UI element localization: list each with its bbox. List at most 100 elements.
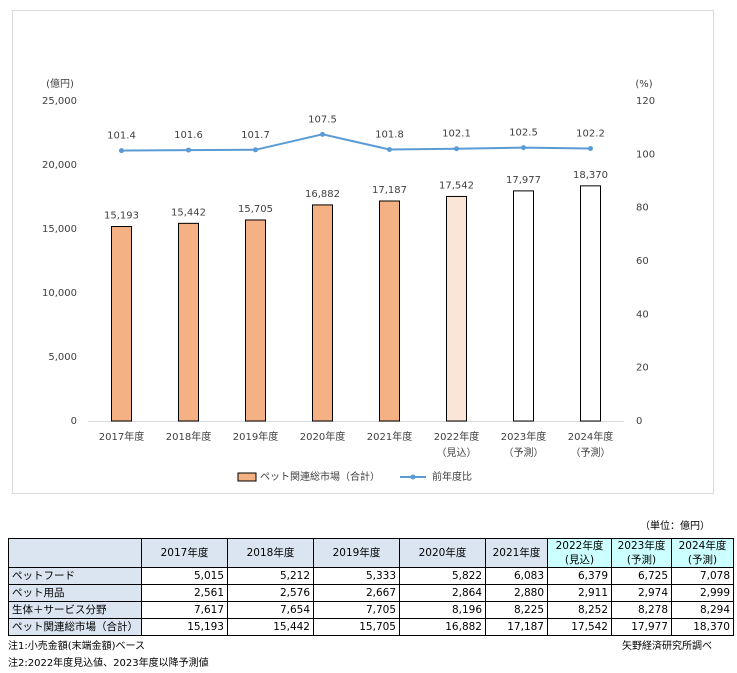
header-row: 2017年度 2018年度 2019年度 2020年度 2021年度 2022年度 (見込)… [8, 538, 734, 568]
value-cell: 2,880 [485, 584, 548, 602]
value-cell: 7,617 [141, 601, 228, 619]
y2-axis-title: (%) [635, 79, 652, 90]
value-cell: 17,542 [547, 618, 612, 636]
y2-tick-label: 40 [636, 309, 649, 320]
y-tick-label: 25,000 [42, 96, 77, 107]
header-cell: 2017年度 [141, 538, 228, 568]
legend-label: 前年度比 [432, 470, 472, 483]
table-row: 生体＋サービス分野 7,617 7,654 7,705 8,196 8,225 8,252 8… [8, 601, 734, 619]
x-tick-label: 2021年度 [367, 430, 412, 443]
value-cell: 2,911 [547, 584, 612, 602]
row-label: ペット関連総市場（合計） [8, 618, 142, 636]
data-label: 18,370 [573, 170, 608, 181]
header-cell: 2022年度 (見込) [547, 538, 612, 568]
data-label: 102.1 [442, 129, 471, 140]
row-label: 生体＋サービス分野 [8, 601, 142, 619]
header-text: (見込) [564, 554, 595, 566]
value-cell: 5,333 [313, 567, 400, 585]
header-text: 2023年度 [617, 540, 666, 552]
value-cell: 8,196 [399, 601, 486, 619]
value-cell: 2,864 [399, 584, 486, 602]
table-row: ペットフード 5,015 5,212 5,333 5,822 6,083 6,379 6,72… [8, 567, 734, 585]
data-label: 102.2 [576, 128, 605, 139]
value-cell: 6,725 [611, 567, 672, 585]
bar [245, 219, 266, 422]
value-cell: 16,882 [399, 618, 486, 636]
table-row: ペット用品 2,561 2,576 2,667 2,864 2,880 2,911 2,974… [8, 584, 734, 602]
value-cell: 5,822 [399, 567, 486, 585]
line-marker [253, 147, 258, 153]
value-cell: 15,442 [227, 618, 314, 636]
note: 注1:小売金額(末端金額)ベース [8, 641, 146, 652]
table-row: ペット関連総市場（合計） 15,193 15,442 15,705 16,882 17,1… [8, 618, 734, 636]
bar [446, 195, 467, 422]
row-label: ペット用品 [8, 584, 142, 602]
x-tick-sublabel: （見込） [437, 447, 477, 459]
data-label: 102.5 [509, 128, 538, 139]
x-tick-label: 2017年度 [99, 430, 144, 443]
header-text: 2018年度 [246, 547, 295, 559]
line-marker [186, 147, 191, 153]
value-cell: 8,294 [671, 601, 734, 619]
bar [379, 200, 400, 422]
y-tick-label: 20,000 [42, 160, 77, 171]
note: 注2:2022年度見込値、2023年度以降予測値 [8, 658, 209, 669]
value-cell: 2,667 [313, 584, 400, 602]
value-cell: 6,379 [547, 567, 612, 585]
header-cell: 2020年度 [399, 538, 486, 568]
y-tick-label: 15,000 [42, 224, 77, 235]
header-cell: 2021年度 [485, 538, 548, 568]
data-label: 17,542 [439, 180, 474, 191]
header-text: 2019年度 [332, 547, 381, 559]
x-tick-label: 2019年度 [233, 430, 278, 443]
y-tick-label: 0 [71, 416, 77, 427]
x-tick-sublabel: （予測） [571, 446, 611, 459]
value-cell: 2,999 [671, 584, 734, 602]
legend-swatch [237, 472, 257, 482]
data-label: 101.7 [241, 130, 270, 141]
bar [312, 204, 333, 422]
bar [111, 226, 132, 422]
header-text: (予測) [687, 554, 718, 566]
value-cell: 2,576 [227, 584, 314, 602]
y-tick-label: 5,000 [48, 352, 77, 363]
value-cell: 2,561 [141, 584, 228, 602]
value-cell: 8,252 [547, 601, 612, 619]
data-label: 15,193 [104, 211, 139, 222]
header-text: 2024年度 [678, 540, 727, 552]
y-axis-title: (億円) [46, 77, 74, 90]
y2-tick-label: 60 [636, 256, 649, 267]
header-text: 2017年度 [160, 547, 209, 559]
header-cell: 2023年度 (予測) [611, 538, 672, 568]
header-cell: 2018年度 [227, 538, 314, 568]
value-cell: 15,705 [313, 618, 400, 636]
value-cell: 18,370 [671, 618, 734, 636]
source: 矢野経済研究所調べ [622, 641, 712, 652]
data-label: 101.8 [375, 130, 404, 141]
y2-tick-label: 120 [636, 96, 655, 107]
x-tick-label: 2023年度 [501, 430, 546, 443]
bar [178, 222, 199, 422]
line-marker [454, 146, 459, 152]
bar [513, 190, 534, 422]
header-text: (予測) [626, 554, 657, 566]
line [121, 133, 591, 152]
header-cell [8, 538, 142, 568]
value-cell: 17,187 [485, 618, 548, 636]
legend-label: ペット関連総市場（合計） [260, 470, 380, 483]
y2-tick-label: 20 [636, 363, 649, 374]
header-text: 2022年度 [555, 540, 604, 552]
value-cell: 5,212 [227, 567, 314, 585]
line-marker [320, 131, 325, 137]
line-marker [521, 145, 526, 151]
value-cell: 2,974 [611, 584, 672, 602]
line-marker [588, 145, 593, 151]
header-text: 2020年度 [418, 547, 467, 559]
y2-tick-label: 80 [636, 203, 649, 214]
data-label: 101.6 [174, 130, 203, 141]
data-label: 107.5 [308, 114, 337, 125]
value-cell: 7,705 [313, 601, 400, 619]
value-cell: 17,977 [611, 618, 672, 636]
value-cell: 8,225 [485, 601, 548, 619]
